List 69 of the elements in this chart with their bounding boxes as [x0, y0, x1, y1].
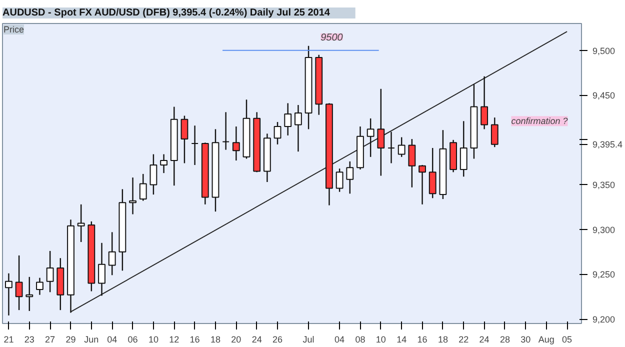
candlestick [388, 131, 395, 164]
candlestick [222, 112, 230, 150]
candlestick [232, 126, 240, 162]
x-tick-label: 16 [190, 334, 200, 344]
x-tick-label: 10 [148, 334, 158, 344]
candlestick [15, 254, 23, 311]
y-tick-label: 9,450 [592, 90, 616, 101]
x-tick-label: 10 [376, 334, 386, 344]
x-tick-label: 12 [169, 334, 180, 344]
y-tick-label: 9,350 [592, 180, 616, 190]
annotation: Price [4, 24, 24, 34]
candlestick [398, 136, 406, 158]
candlestick [460, 120, 468, 178]
candlestick [366, 118, 374, 158]
ref-line-label: 9500 [320, 32, 344, 44]
y-tick-label: 9,250 [592, 270, 616, 280]
candlestick [98, 242, 106, 296]
x-tick-label: 21 [4, 334, 14, 344]
candlestick [490, 116, 498, 148]
candlestick [108, 232, 116, 276]
x-tick-label: Jul [302, 334, 314, 344]
x-tick-label: 05 [562, 334, 572, 344]
candlestick [180, 115, 188, 164]
y-tick-label: 9,500 [592, 46, 616, 56]
x-tick-label: 28 [500, 334, 510, 344]
candlestick [294, 104, 302, 152]
chart-title: AUDUSD - Spot FX AUD/USD (DFB) 9,395.4 (-0.24%) Daily Jul 25 2014 [2, 8, 330, 18]
x-tick-label: Jun [84, 334, 99, 344]
candlestick [418, 164, 426, 205]
candlestick [284, 102, 292, 136]
y-tick-label: 9,200 [592, 314, 616, 325]
candlestick [150, 154, 158, 196]
candlestick [336, 168, 344, 192]
x-tick-label: 18 [438, 334, 448, 344]
candlestick [480, 76, 488, 130]
x-tick-label: 20 [231, 334, 242, 344]
x-tick-label: 23 [24, 334, 34, 344]
y-tick-label: 9,300 [592, 224, 616, 235]
x-tick-label: Aug [538, 334, 554, 344]
candlestick [46, 250, 54, 293]
annotation: confirmation ? [511, 116, 568, 126]
x-tick-label: 04 [107, 334, 118, 344]
candlestick [428, 147, 436, 199]
x-tick-label: 29 [66, 334, 76, 344]
candlestick [274, 121, 282, 145]
x-tick-label: 14 [396, 334, 407, 344]
candlestick [77, 204, 85, 243]
candlestick [346, 160, 354, 194]
x-tick-label: 08 [355, 334, 366, 344]
x-tick-label: 06 [128, 334, 138, 344]
x-tick-label: 26 [272, 334, 283, 344]
candlestick [26, 276, 34, 312]
x-tick-label: 04 [334, 334, 345, 344]
candlestick [36, 277, 44, 296]
candlestick [160, 154, 168, 174]
x-tick-label: 24 [479, 334, 490, 344]
candlestick [129, 176, 136, 215]
candlestick [139, 173, 147, 202]
x-tick-label: 30 [520, 334, 531, 344]
x-tick-label: 18 [210, 334, 220, 344]
x-tick-label: 22 [458, 334, 469, 344]
y-tick-label: 9,395.4 [592, 140, 623, 150]
x-tick-label: 24 [252, 334, 262, 344]
candlestick [191, 124, 199, 166]
x-tick-label: 16 [417, 334, 428, 344]
x-tick-label: 27 [45, 334, 56, 344]
candlestick [5, 272, 12, 316]
candlestick [377, 88, 385, 176]
candlestick [408, 138, 416, 188]
